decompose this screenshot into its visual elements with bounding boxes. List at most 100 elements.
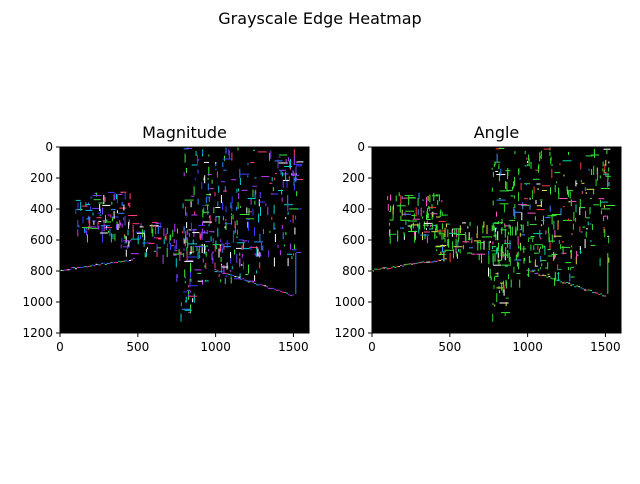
edge-pixel	[181, 231, 183, 234]
edge-pixel	[252, 185, 258, 187]
edge-pixel	[572, 223, 574, 230]
edge-pixel	[220, 195, 222, 203]
edge-pixel	[222, 273, 225, 274]
edge-pixel	[214, 271, 218, 273]
edge-pixel	[110, 208, 116, 210]
edge-pixel	[231, 215, 232, 225]
edge-pixel	[209, 215, 211, 225]
edge-pixel	[155, 237, 162, 239]
edge-pixel	[268, 287, 271, 289]
edge-pixel	[548, 233, 550, 243]
edge-pixel	[119, 261, 122, 263]
edge-pixel	[608, 237, 610, 244]
edge-pixel	[494, 231, 496, 237]
edge-pixel	[87, 202, 89, 205]
edge-pixel	[547, 262, 549, 270]
edge-pixel	[589, 223, 592, 225]
edge-pixel	[505, 181, 507, 190]
edge-pixel	[530, 260, 532, 263]
edge-pixel	[296, 177, 297, 181]
edge-pixel	[191, 164, 198, 166]
edge-pixel	[478, 254, 480, 261]
edge-pixel	[206, 230, 208, 234]
edge-pixel	[142, 242, 152, 244]
edge-pixel	[564, 282, 567, 284]
edge-pixel	[241, 264, 243, 266]
edge-pixel	[496, 275, 499, 277]
edge-pixel	[278, 190, 284, 191]
edge-pixel	[163, 239, 165, 245]
edge-pixel	[184, 269, 186, 278]
edge-pixel	[390, 267, 393, 269]
edge-pixel	[531, 269, 536, 271]
edge-pixel	[123, 240, 132, 242]
edge-pixel	[608, 182, 610, 187]
edge-pixel	[268, 250, 270, 258]
edge-pixel	[531, 190, 533, 199]
edge-pixel	[158, 238, 161, 240]
edge-pixel	[272, 287, 275, 289]
edge-pixel	[593, 189, 595, 195]
edge-pixel	[202, 279, 203, 285]
edge-pixel	[123, 246, 130, 248]
edge-pixel	[436, 245, 446, 247]
edge-pixel	[153, 250, 156, 252]
edge-pixel	[558, 187, 560, 195]
edge-pixel	[241, 247, 243, 250]
edge-pixel	[575, 256, 577, 265]
edge-pixel	[276, 289, 279, 291]
edge-pixel	[192, 298, 194, 303]
edge-pixel	[499, 302, 509, 304]
edge-pixel	[258, 284, 261, 286]
edge-pixel	[493, 235, 497, 237]
edge-pixel	[212, 238, 214, 243]
edge-pixel	[215, 164, 217, 166]
edge-pixel	[173, 239, 175, 243]
edge-pixel	[554, 278, 557, 280]
edge-pixel	[286, 178, 288, 188]
edge-pixel	[390, 205, 391, 211]
edge-pixel	[497, 231, 499, 241]
edge-pixel	[539, 267, 541, 270]
edge-pixel	[554, 277, 556, 286]
edge-pixel	[506, 182, 508, 191]
edge-pixel	[431, 222, 433, 229]
edge-pixel	[194, 177, 196, 180]
edge-pixel	[541, 220, 545, 222]
edge-pixel	[254, 227, 255, 237]
edge-pixel	[512, 186, 513, 190]
edge-pixel	[242, 278, 245, 280]
edge-pixel	[445, 223, 447, 228]
edge-pixel	[197, 154, 198, 164]
edge-pixel	[286, 292, 289, 294]
edge-pixel	[594, 292, 597, 294]
edge-pixel	[455, 238, 457, 247]
edge-pixel	[439, 260, 442, 261]
edge-pixel	[97, 212, 101, 214]
edge-pixel	[121, 223, 123, 228]
edge-pixel	[211, 179, 213, 184]
edge-pixel	[241, 189, 248, 191]
edge-pixel	[607, 179, 609, 188]
edge-pixel	[139, 226, 144, 228]
edge-pixel	[415, 262, 417, 264]
edge-pixel	[505, 281, 507, 289]
edge-pixel	[447, 229, 449, 238]
edge-pixel	[513, 207, 515, 216]
edge-pixel	[445, 223, 450, 225]
edge-pixel	[591, 154, 600, 156]
edge-pixel	[99, 232, 108, 234]
edge-pixel	[205, 204, 210, 206]
edge-pixel	[580, 287, 583, 289]
edge-pixel	[553, 235, 562, 237]
edge-pixel	[177, 228, 178, 234]
edge-pixel	[124, 242, 128, 244]
edge-pixel	[520, 224, 522, 227]
edge-pixel	[236, 247, 242, 249]
edge-pixel	[491, 246, 496, 248]
edge-pixel	[273, 222, 275, 230]
edge-pixel	[428, 228, 433, 230]
edge-pixel	[203, 221, 213, 223]
edge-pixel	[254, 275, 256, 282]
edge-pixel	[518, 192, 519, 202]
